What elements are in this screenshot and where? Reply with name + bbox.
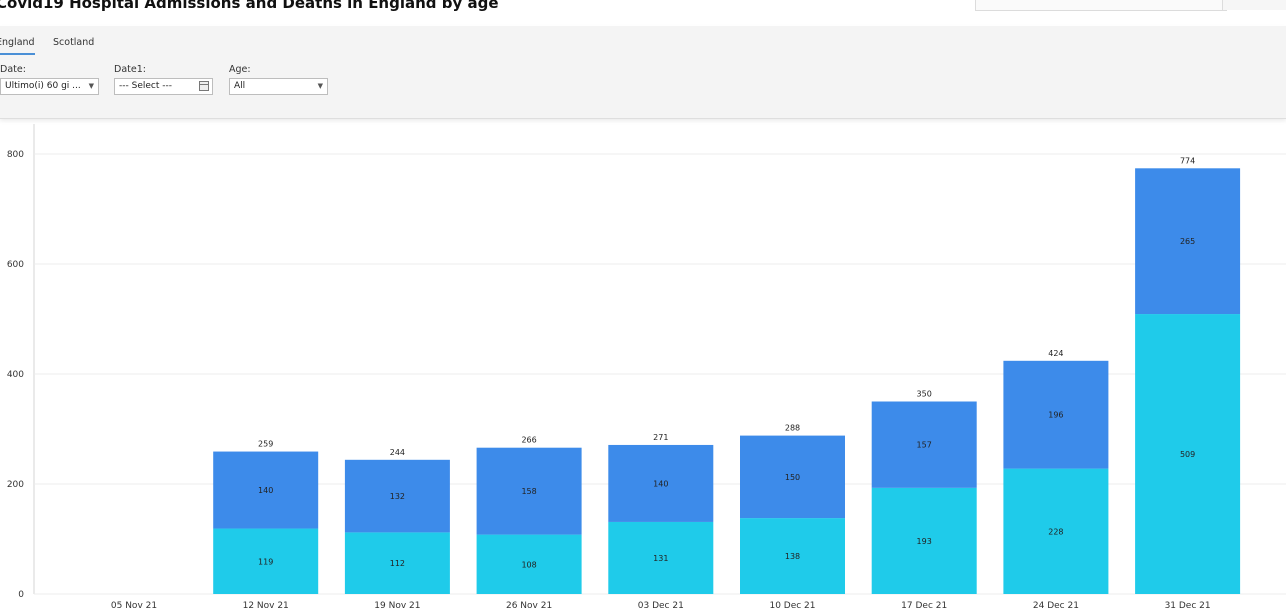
data-label: 108 <box>521 560 536 569</box>
chevron-down-icon: ▼ <box>317 82 323 90</box>
total-label: 774 <box>1180 156 1195 165</box>
bar-segment-bottom[interactable] <box>476 534 582 594</box>
y-tick-label: 600 <box>7 260 24 270</box>
y-tick-label: 0 <box>18 590 24 600</box>
y-tick-label: 800 <box>7 150 24 160</box>
x-tick-label: 26 Nov 21 <box>506 601 552 611</box>
total-label: 266 <box>521 436 536 445</box>
bar-segment-top[interactable] <box>344 459 450 533</box>
bar-segment-bottom[interactable] <box>871 487 977 594</box>
bar-segment-bottom[interactable] <box>344 532 450 594</box>
total-label: 271 <box>653 433 668 442</box>
bar-segment-bottom[interactable] <box>213 528 319 594</box>
x-tick-label: 03 Dec 21 <box>638 601 684 611</box>
x-tick-label: 10 Dec 21 <box>769 601 815 611</box>
bar-segment-bottom[interactable] <box>1135 314 1241 594</box>
x-tick-label: 19 Nov 21 <box>374 601 420 611</box>
data-label: 196 <box>1048 411 1063 420</box>
tab-england[interactable]: England <box>0 37 35 55</box>
search-box[interactable] <box>975 0 1227 11</box>
total-label: 350 <box>917 390 932 399</box>
data-label: 131 <box>653 554 668 563</box>
data-label: 193 <box>917 537 932 546</box>
y-tick-label: 400 <box>7 370 24 380</box>
data-label: 140 <box>258 486 273 495</box>
bar-segment-top[interactable] <box>1135 168 1241 315</box>
data-label: 157 <box>917 441 932 450</box>
date1-select-value: --- Select --- <box>119 81 172 91</box>
total-label: 244 <box>390 448 405 457</box>
search-button[interactable] <box>1222 0 1286 10</box>
data-label: 138 <box>785 552 800 561</box>
calendar-icon[interactable] <box>199 81 209 91</box>
bar-segment-bottom[interactable] <box>1003 468 1109 594</box>
total-label: 424 <box>1048 349 1063 358</box>
date-filter-label: Date: <box>0 64 26 75</box>
bar-segment-top[interactable] <box>608 444 714 522</box>
page-title: Covid19 Hospital Admissions and Deaths i… <box>0 0 499 12</box>
date-select[interactable]: Ultimo(i) 60 gi ... ▼ <box>0 78 99 95</box>
data-label: 119 <box>258 557 273 566</box>
tab-scotland[interactable]: Scotland <box>53 37 95 48</box>
data-label: 112 <box>390 559 405 568</box>
total-label: 288 <box>785 424 800 433</box>
x-tick-label: 05 Nov 21 <box>111 601 157 611</box>
x-tick-label: 24 Dec 21 <box>1033 601 1079 611</box>
data-label: 509 <box>1180 450 1195 459</box>
data-label: 158 <box>521 487 536 496</box>
filter-panel <box>0 26 1286 119</box>
x-tick-label: 17 Dec 21 <box>901 601 947 611</box>
chevron-down-icon: ▼ <box>88 82 94 90</box>
age-select-value: All <box>234 81 246 91</box>
bar-segment-top[interactable] <box>740 435 845 519</box>
bar-segment-top[interactable] <box>1003 360 1109 469</box>
date-select-value: Ultimo(i) 60 gi ... <box>5 81 81 91</box>
y-tick-label: 200 <box>7 480 24 490</box>
bar-segment-top[interactable] <box>476 447 582 535</box>
total-label: 259 <box>258 440 273 449</box>
x-tick-label: 12 Nov 21 <box>243 601 289 611</box>
bar-segment-bottom[interactable] <box>608 521 714 594</box>
bar-segment-bottom[interactable] <box>740 518 845 594</box>
date1-select[interactable]: --- Select --- <box>114 78 213 95</box>
data-label: 140 <box>653 479 668 488</box>
stacked-bar-chart: 0 200 400 600 800 05 Nov 21 119 140 259 12 Nov 21… <box>7 124 1286 611</box>
x-tick-label: 31 Dec 21 <box>1165 601 1211 611</box>
age-filter-label: Age: <box>229 64 251 75</box>
data-label: 265 <box>1180 237 1195 246</box>
bar-segment-top[interactable] <box>871 401 977 488</box>
age-select[interactable]: All ▼ <box>229 78 328 95</box>
bar-segment-top[interactable] <box>213 451 319 529</box>
date1-filter-label: Date1: <box>114 64 146 75</box>
data-label: 150 <box>785 473 800 482</box>
data-label: 132 <box>390 492 405 501</box>
data-label: 228 <box>1048 527 1063 536</box>
